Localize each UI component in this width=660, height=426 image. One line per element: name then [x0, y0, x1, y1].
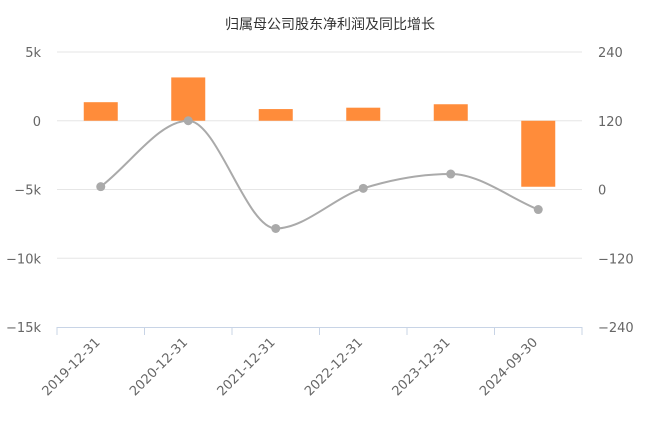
bar	[171, 77, 206, 121]
x-axis-tick-label: 2022-12-31	[302, 335, 366, 399]
line-point	[533, 205, 543, 215]
line-point	[358, 183, 368, 193]
line-series	[96, 116, 543, 233]
x-axis-tick-label: 2019-12-31	[40, 335, 104, 399]
bar	[521, 120, 556, 187]
growth-line	[100, 119, 539, 230]
line-point	[446, 169, 456, 179]
line-point	[96, 182, 106, 192]
grid-lines	[57, 51, 582, 259]
line-point	[271, 223, 281, 233]
x-axis-tick-label: 2024-09-30	[477, 335, 541, 399]
right-axis-tick-label: −120	[598, 252, 634, 267]
left-axis-tick-label: −15k	[6, 321, 41, 336]
x-axis-tick-label: 2020-12-31	[127, 335, 191, 399]
right-axis-tick-label: 240	[598, 46, 623, 61]
line-point	[183, 116, 193, 126]
right-axis-tick-label: −240	[598, 321, 634, 336]
left-axis-tick-label: 0	[33, 115, 41, 130]
bar	[258, 109, 293, 121]
bar-series	[83, 77, 556, 187]
left-axis-tick-label: 5k	[25, 46, 41, 61]
bar	[346, 107, 381, 121]
x-axis-tick-label: 2023-12-31	[390, 335, 454, 399]
x-axis-tick-label: 2021-12-31	[215, 335, 279, 399]
left-axis-tick-label: −10k	[6, 252, 41, 267]
right-axis-tick-label: 120	[598, 115, 623, 130]
axes: 5k 0 −5k −10k −15k 240 120 0 −120 −240 2019-12-31 2…	[6, 46, 634, 399]
right-axis-tick-label: 0	[598, 184, 606, 199]
bar	[433, 104, 468, 121]
left-axis-tick-label: −5k	[14, 184, 41, 199]
chart-title: 归属母公司股东净利润及同比增长	[225, 16, 435, 33]
bar	[83, 102, 118, 121]
